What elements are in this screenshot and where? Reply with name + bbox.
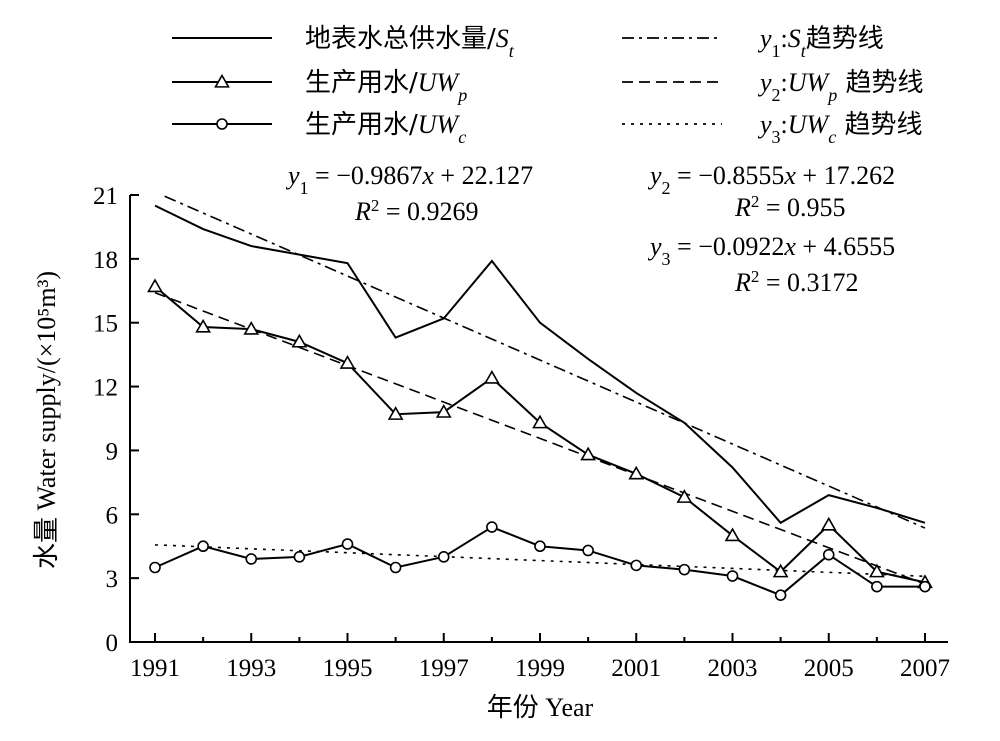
r-squared-1: R2 = 0.9269 (354, 196, 479, 227)
data-point-3 (245, 553, 258, 565)
legend-trend-label-2: y2:UWp 趋势线 (757, 68, 923, 105)
equation-2: y2 = −0.8555x + 17.262 (647, 161, 895, 198)
data-point-3 (822, 548, 835, 561)
trendlines (154, 195, 926, 585)
x-tick-label: 1997 (419, 655, 469, 682)
data-point-2 (724, 527, 741, 542)
data-point-3 (871, 580, 883, 593)
data-point-3 (341, 538, 354, 550)
y-tick-label: 6 (106, 502, 119, 529)
x-tick-label: 2001 (611, 655, 661, 682)
r-squared-3: R2 = 0.3172 (734, 267, 859, 298)
data-point-3 (149, 561, 161, 574)
data-point-3 (678, 563, 691, 576)
x-tick-label: 1993 (226, 655, 276, 682)
data-point-2 (291, 333, 308, 348)
legend-trend-label-1: y1:St趋势线 (757, 24, 884, 61)
data-point-3 (437, 551, 450, 563)
ticks: 0 3 6 9 12 15 18 21 1991 1993 1995 1997 1999 2001 2003… (93, 183, 950, 682)
equation-1: y1 = −0.9867x + 22.127 (285, 161, 533, 198)
data-point-3 (630, 559, 643, 572)
data-point-2 (628, 465, 645, 480)
data-point-2 (435, 404, 452, 418)
legend-marker-3 (216, 118, 228, 130)
data-point-2 (820, 516, 837, 531)
equation-3: y3 = −0.0922x + 4.6555 (647, 232, 895, 269)
data-point-3 (389, 561, 402, 574)
legend: 地表水总供水量/St 生产用水/UWp 生产用水/UWc y1:St趋势线 y2:UWp… (172, 24, 923, 147)
legend-trend-label-3: y3:UWc 趋势线 (757, 110, 922, 147)
data-point-3 (774, 589, 787, 601)
data-point-2 (676, 489, 693, 503)
trendline-2 (154, 292, 926, 585)
data-point-3 (486, 521, 498, 533)
data-point-2 (243, 320, 260, 335)
legend-label-2: 生产用水/UWp (305, 68, 467, 105)
trendline-3 (154, 544, 926, 578)
data-point-3 (197, 540, 209, 553)
y-tick-label: 15 (93, 311, 118, 338)
series-markers (147, 278, 933, 601)
x-tick-label: 2005 (804, 655, 854, 682)
x-tick-label: 1999 (515, 655, 565, 682)
x-axis-title: 年份 Year (487, 693, 594, 722)
data-point-2 (147, 278, 163, 293)
series-line-1 (154, 204, 926, 525)
series-lines (154, 204, 926, 597)
y-tick-label: 18 (93, 247, 118, 274)
y-tick-label: 0 (106, 630, 119, 657)
r-squared-2: R2 = 0.955 (734, 192, 846, 223)
y-tick-label: 21 (93, 183, 118, 210)
data-point-2 (483, 369, 500, 384)
x-tick-label: 1995 (323, 655, 373, 682)
data-point-2 (580, 446, 597, 461)
x-tick-label: 2007 (900, 655, 950, 682)
data-point-2 (532, 414, 548, 429)
data-point-2 (868, 563, 885, 578)
series-line-2 (154, 285, 926, 584)
y-axis-title: 水量 Water supply/(×10⁵m³) (32, 271, 61, 569)
legend-marker-2 (214, 73, 230, 88)
data-point-3 (534, 540, 546, 553)
data-point-3 (293, 551, 306, 563)
x-tick-label: 2003 (708, 655, 758, 682)
legend-label-1: 地表水总供水量/St (305, 24, 515, 61)
data-point-2 (387, 406, 404, 420)
y-tick-label: 12 (93, 375, 118, 402)
x-tick-label: 1991 (130, 655, 180, 682)
data-point-2 (195, 318, 212, 333)
data-point-2 (339, 355, 356, 369)
y-tick-label: 3 (106, 566, 119, 593)
data-point-3 (919, 580, 931, 593)
legend-label-3: 生产用水/UWc (305, 110, 466, 147)
series-line-3 (154, 525, 925, 597)
y-tick-label: 9 (106, 438, 119, 465)
data-point-3 (582, 544, 594, 557)
data-point-2 (772, 563, 789, 578)
data-point-3 (726, 570, 739, 582)
